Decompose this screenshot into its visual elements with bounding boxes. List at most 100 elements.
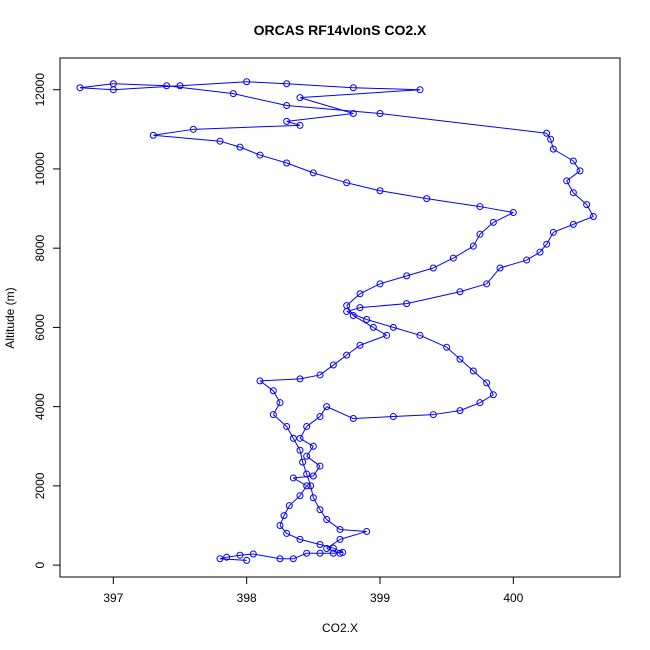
x-tick-label: 400 (503, 591, 523, 605)
series-line-segment (553, 148, 574, 162)
series-line-segment (459, 402, 481, 412)
series-line-segment (346, 307, 361, 313)
data-point (476, 399, 484, 407)
series-line-segment (319, 406, 328, 417)
series-line-segment (459, 283, 487, 293)
series-line-segment (288, 495, 301, 507)
series-line-segment (283, 505, 290, 516)
data-point (309, 472, 317, 480)
data-point (296, 434, 304, 442)
data-point (299, 458, 307, 466)
series-line-segment (259, 380, 274, 392)
data-point (489, 218, 497, 226)
data-point (316, 549, 324, 557)
data-point (243, 556, 251, 564)
data-point (349, 109, 357, 117)
data-point (589, 212, 597, 220)
data-point (283, 80, 291, 88)
data-point (216, 137, 224, 145)
data-point (547, 135, 555, 143)
series-line-segment (292, 438, 301, 451)
y-axis-label: Altitude (m) (3, 287, 17, 348)
data-point (269, 411, 277, 419)
series-line-segment (286, 532, 301, 540)
series-line-segment (306, 416, 321, 427)
series-line-segment (113, 83, 167, 87)
data-point (280, 512, 288, 520)
data-point (269, 387, 277, 395)
series-line-segment (472, 234, 481, 247)
data-point (336, 549, 344, 557)
series-line-segment (379, 112, 547, 134)
data-point (309, 169, 317, 177)
series-line-segment (546, 232, 554, 245)
x-tick-label: 397 (103, 591, 123, 605)
series-line-segment (279, 525, 288, 534)
data-point (316, 371, 324, 379)
data-point (576, 167, 584, 175)
data-point (376, 109, 384, 117)
series-line-segment (333, 354, 347, 366)
y-tick-label: 8000 (33, 234, 47, 261)
data-point (469, 242, 477, 250)
data-point (356, 290, 364, 298)
data-point (403, 300, 411, 308)
series-line-segment (359, 283, 381, 295)
series-line-segment (353, 315, 374, 328)
series-line-segment (493, 212, 514, 223)
data-point (543, 129, 551, 137)
data-point (343, 351, 351, 359)
series-line-segment (306, 445, 314, 457)
series-line-segment (286, 162, 314, 174)
data-point (76, 84, 84, 92)
data-point (276, 555, 284, 563)
series-line-segment (312, 465, 321, 477)
data-point (476, 203, 484, 211)
data-point (583, 201, 591, 209)
y-tick-label: 4000 (33, 393, 47, 420)
series-line-segment (333, 547, 343, 553)
series-line-segment (359, 303, 407, 309)
data-point (283, 117, 291, 125)
y-tick-label: 0 (33, 561, 47, 568)
series-line-segment (253, 553, 281, 560)
data-point (276, 399, 284, 407)
series-line-segment (339, 528, 367, 532)
data-point (343, 302, 351, 310)
data-point (163, 82, 171, 90)
data-point (549, 145, 557, 153)
series-line-segment (406, 291, 461, 305)
data-point (429, 264, 437, 272)
data-point (329, 549, 337, 557)
data-point (296, 492, 304, 500)
series-line-segment (233, 93, 287, 107)
data-point (356, 304, 364, 312)
y-tick-label: 12000 (33, 73, 47, 107)
data-point (349, 84, 357, 92)
data-point (363, 315, 371, 323)
data-point (549, 228, 557, 236)
data-point (469, 367, 477, 375)
data-point (303, 452, 311, 460)
series-line-segment (566, 170, 581, 182)
data-point (476, 230, 484, 238)
data-point (323, 516, 331, 524)
series-line-segment (239, 146, 261, 156)
data-point (316, 506, 324, 514)
data-point (543, 240, 551, 248)
data-point (296, 121, 304, 129)
series-line-segment (353, 416, 394, 420)
series-line-segment (179, 81, 247, 87)
data-point (256, 151, 264, 159)
series-line-segment (573, 216, 594, 225)
series-line-segment (353, 87, 421, 91)
data-point (316, 462, 324, 470)
series-line-segment (246, 81, 287, 85)
series-line-segment (286, 105, 381, 114)
series-line-segment (79, 83, 114, 89)
series-line-group (79, 81, 594, 561)
series-line-segment (373, 326, 387, 336)
series-line-segment (239, 553, 254, 556)
series-line-segment (539, 243, 548, 253)
data-point (283, 102, 291, 110)
